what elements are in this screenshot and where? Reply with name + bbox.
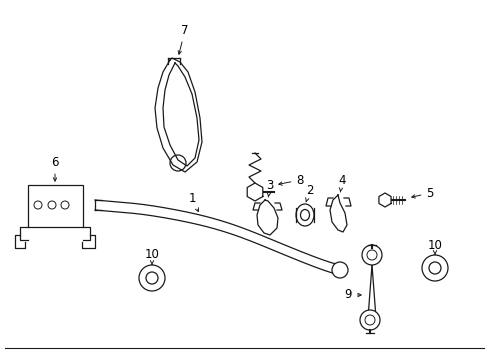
- Text: 3: 3: [266, 179, 273, 197]
- Circle shape: [359, 310, 379, 330]
- Text: 9: 9: [344, 288, 361, 302]
- Text: 10: 10: [144, 248, 159, 264]
- Text: 2: 2: [305, 184, 313, 202]
- Text: 8: 8: [278, 174, 303, 186]
- Circle shape: [331, 262, 347, 278]
- Circle shape: [361, 245, 381, 265]
- Text: 10: 10: [427, 239, 442, 255]
- Text: 6: 6: [51, 156, 59, 181]
- Text: 1: 1: [188, 192, 198, 212]
- Text: 4: 4: [338, 174, 345, 192]
- Text: 5: 5: [411, 186, 433, 199]
- Bar: [28, 185, 83, 227]
- Text: 7: 7: [178, 23, 188, 54]
